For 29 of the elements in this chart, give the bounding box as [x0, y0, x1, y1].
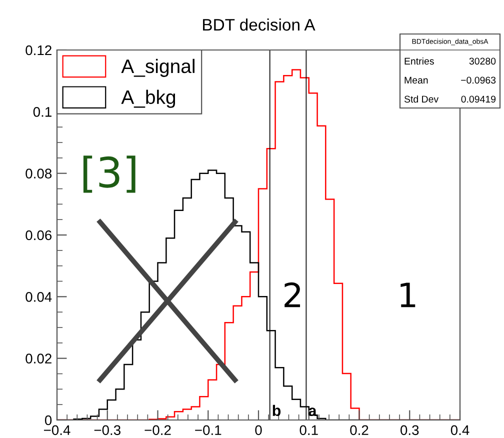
y-tick-label: 0.04: [26, 292, 52, 302]
x-tick-label: 0.4: [450, 425, 470, 436]
y-tick-label: 0.08: [26, 168, 52, 179]
y-tick-label: 0.1: [33, 107, 52, 117]
legend-label: A_signal: [121, 58, 194, 77]
y-tick-label: 0.02: [26, 354, 52, 364]
text: −0.0963: [461, 76, 496, 84]
y-tick-label: 0.12: [26, 45, 52, 56]
y-tick-label: 0.06: [26, 230, 52, 240]
chart-title: BDT decision A: [203, 18, 316, 31]
annotation: [3]: [83, 156, 136, 193]
x-tick-label: 0.1: [300, 425, 318, 436]
x-tick-label: 0.2: [350, 425, 368, 436]
text: 0.09419: [461, 96, 496, 103]
x-tick-label: 0.3: [400, 425, 419, 436]
y-tick-label: 0: [44, 415, 52, 426]
annotation: 1: [400, 282, 416, 308]
x-tick-label: −0.1: [195, 425, 222, 436]
legend-label: A_bkg: [121, 90, 176, 108]
annotation: 2: [284, 282, 300, 308]
annotation: Mean: [404, 76, 428, 84]
annotation: Std Dev: [404, 95, 439, 103]
x-tick-label: 0: [255, 425, 262, 436]
x-tick-label: −0.3: [94, 425, 120, 436]
text: 30280: [469, 58, 496, 65]
ref-line-label: b: [272, 404, 281, 416]
x-tick-label: −0.4: [44, 425, 70, 436]
x-tick-label: −0.2: [144, 425, 171, 436]
annotation: Entries: [404, 57, 434, 65]
